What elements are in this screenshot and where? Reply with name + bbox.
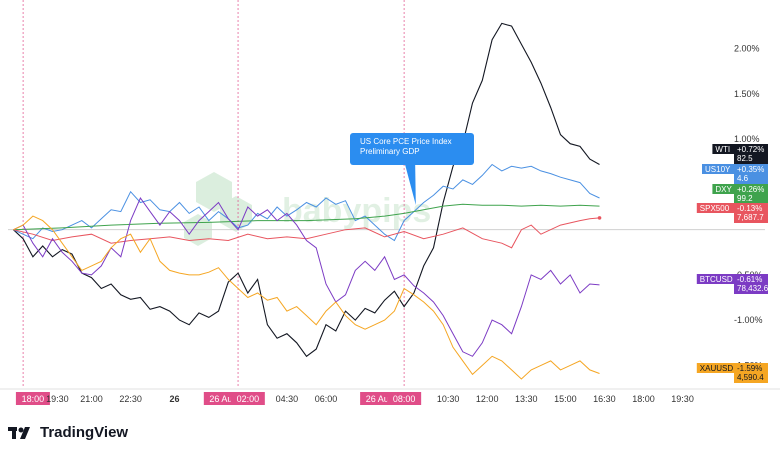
end-label-change: +0.35% — [737, 165, 764, 174]
watermark-logo — [184, 172, 252, 246]
x-tick-highlight — [15, 392, 50, 405]
end-label-change: -1.59% — [737, 364, 762, 373]
x-tick-label: 19:30 — [46, 394, 69, 404]
x-tick-label: 19:30 — [671, 394, 694, 404]
x-tick-label: 22:30 — [119, 394, 142, 404]
end-label-name: US10Y — [705, 165, 731, 174]
end-label-price: 99.2 — [737, 194, 753, 203]
brand-name: TradingView — [40, 424, 129, 441]
y-tick-label: 1.50% — [734, 89, 760, 99]
series-line-xauusd[interactable] — [13, 215, 600, 380]
series-line-dxy[interactable] — [13, 203, 600, 231]
end-label-name: DXY — [715, 185, 732, 194]
end-label-value-bg — [734, 184, 768, 204]
x-tick-label: 02:00 — [237, 394, 260, 404]
end-label-name: WTI — [715, 145, 730, 154]
series-end-labels: WTI +0.72%82.5 US10Y +0.35%4.6 DXY +0.26%99.2… — [696, 144, 769, 383]
end-label-name-bg — [696, 274, 734, 284]
tradingview-brand[interactable]: TradingView — [8, 424, 128, 441]
x-tick-label: 26 — [170, 394, 180, 404]
end-label-change: +0.72% — [737, 145, 764, 154]
x-tick-label: 15:00 — [554, 394, 577, 404]
event-annotation: US Core PCE Price Index Preliminary GDP — [350, 133, 474, 165]
end-label-price: 78,432.6 — [737, 284, 769, 293]
series-line-us10y[interactable] — [13, 163, 600, 242]
y-tick-label: 2.00% — [734, 44, 760, 54]
session-lines — [22, 0, 405, 388]
end-label-value-bg — [734, 363, 768, 383]
watermark-text: babypips — [282, 192, 431, 230]
series-line-spx500[interactable] — [13, 217, 600, 249]
end-label-name-bg — [712, 144, 734, 154]
x-tick-label: 26 Aug — [209, 394, 237, 404]
series-layer — [13, 22, 602, 380]
x-tick-label: 26 Aug — [366, 394, 394, 404]
x-tick-label: 12:00 — [476, 394, 499, 404]
x-tick-label: 16:30 — [593, 394, 616, 404]
end-label-name-bg — [702, 164, 734, 174]
x-tick-label: 21:00 — [80, 394, 103, 404]
x-tick-label: 06:00 — [315, 394, 338, 404]
end-label-value-bg — [734, 203, 768, 223]
end-label-price: 7,687.7 — [737, 213, 764, 222]
series-line-wti[interactable] — [13, 22, 600, 358]
end-label-name-bg — [696, 363, 734, 373]
end-label-price: 4,590.4 — [737, 373, 764, 382]
x-tick-label: 13:30 — [515, 394, 538, 404]
y-tick-label: -1.00% — [734, 315, 763, 325]
end-label-change: -0.13% — [737, 204, 762, 213]
end-label-price: 4.6 — [737, 174, 749, 183]
end-label-price: 82.5 — [737, 154, 753, 163]
end-label-name-bg — [696, 203, 734, 213]
end-label-name: BTCUSD — [700, 275, 733, 284]
spx500-last-point — [597, 216, 602, 220]
x-tick-highlight — [387, 392, 422, 405]
end-label-value-bg — [734, 164, 768, 184]
end-label-name: SPX500 — [700, 204, 730, 213]
x-tick-label: 10:30 — [437, 394, 460, 404]
x-axis: 18:00 19:30 21:00 22:30 26 26 Aug 02:00 04:30 06… — [0, 388, 780, 405]
x-tick-label: 18:00 — [22, 394, 45, 404]
end-label-value-bg — [734, 274, 768, 294]
end-label-name-bg — [712, 184, 734, 194]
end-label-name: XAUUSD — [700, 364, 734, 373]
svg-text:babypips: babypips — [282, 192, 431, 230]
annotation-line-1: US Core PCE Price Index — [360, 137, 452, 146]
x-tick-label: 04:30 — [276, 394, 299, 404]
annotation-line-2: Preliminary GDP — [360, 147, 420, 156]
x-tick-label: 18:00 — [632, 394, 655, 404]
y-tick-label: 1.00% — [734, 134, 760, 144]
end-label-change: -0.61% — [737, 275, 762, 284]
end-label-value-bg — [734, 144, 768, 164]
end-label-change: +0.26% — [737, 185, 764, 194]
x-tick-label: 08:00 — [393, 394, 416, 404]
tradingview-logo-icon — [8, 426, 30, 439]
x-tick-highlight — [230, 392, 265, 405]
